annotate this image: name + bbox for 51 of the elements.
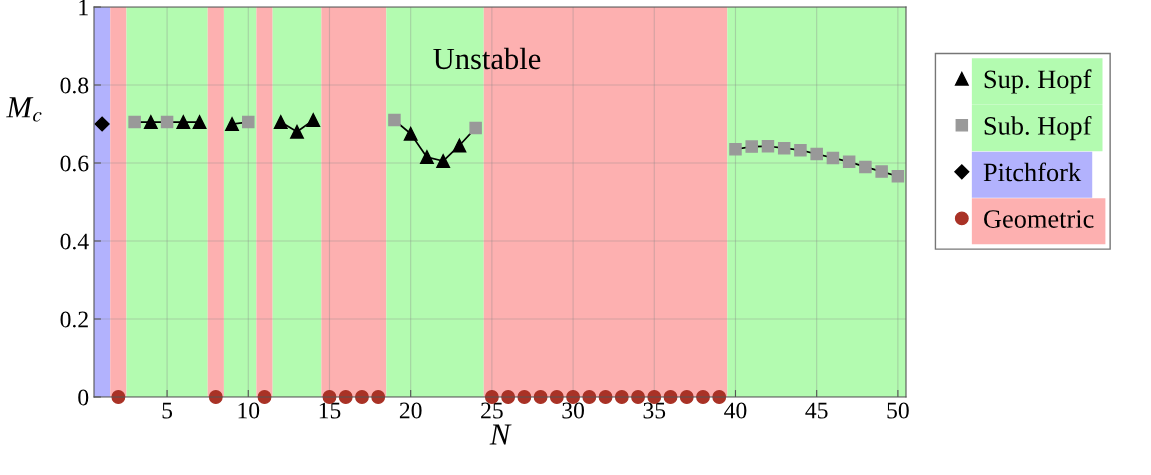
point <box>891 170 905 183</box>
legend-label: Sub. Hopf <box>984 115 1092 141</box>
legend-label: Sup. Hopf <box>984 69 1092 94</box>
x-tick-label: 5 <box>162 402 173 419</box>
point <box>290 124 304 139</box>
x-axis-title: N <box>489 424 512 445</box>
point <box>745 140 758 153</box>
point <box>826 151 840 165</box>
x-tick-label: 35 <box>643 402 666 419</box>
point <box>436 154 451 168</box>
y-axis-title: M$_{c}$ <box>6 97 42 122</box>
x-tick-label: 40 <box>724 402 747 419</box>
point <box>859 160 872 174</box>
point <box>777 141 791 155</box>
x-tick-label: 20 <box>399 402 422 419</box>
x-tick-label: 25 <box>481 402 503 419</box>
point <box>192 115 207 129</box>
point <box>469 121 482 135</box>
point <box>875 165 888 178</box>
point <box>810 147 823 161</box>
point <box>242 115 255 129</box>
point <box>761 139 775 153</box>
point <box>143 115 158 129</box>
point <box>403 126 418 141</box>
x-tick-label: 30 <box>562 402 584 419</box>
point <box>176 115 191 129</box>
point <box>94 116 110 132</box>
legend-label: Pitchfork <box>983 162 1082 182</box>
point <box>729 143 742 156</box>
y-tick-label: 0.8 <box>60 77 89 94</box>
point <box>419 150 434 165</box>
annotation: Unstable <box>433 47 541 70</box>
x-tick-label: 45 <box>805 402 828 419</box>
x-tick-label: 50 <box>887 402 909 419</box>
point <box>306 113 321 128</box>
point <box>388 113 401 127</box>
x-tick-label: 15 <box>319 402 341 419</box>
point <box>128 115 141 129</box>
x-tick-label: 10 <box>238 402 260 419</box>
point <box>160 115 174 129</box>
point <box>225 117 239 131</box>
legend-label: Geometric <box>984 210 1094 228</box>
y-tick-label: 0.2 <box>60 311 88 328</box>
y-tick-label: 0.6 <box>60 155 89 172</box>
point <box>794 143 807 157</box>
point <box>273 115 288 129</box>
point <box>452 138 467 153</box>
y-tick-label: 1 <box>79 0 88 16</box>
y-tick-label: 0 <box>78 389 89 406</box>
point <box>842 155 856 169</box>
y-tick-label: 0.4 <box>60 233 89 250</box>
